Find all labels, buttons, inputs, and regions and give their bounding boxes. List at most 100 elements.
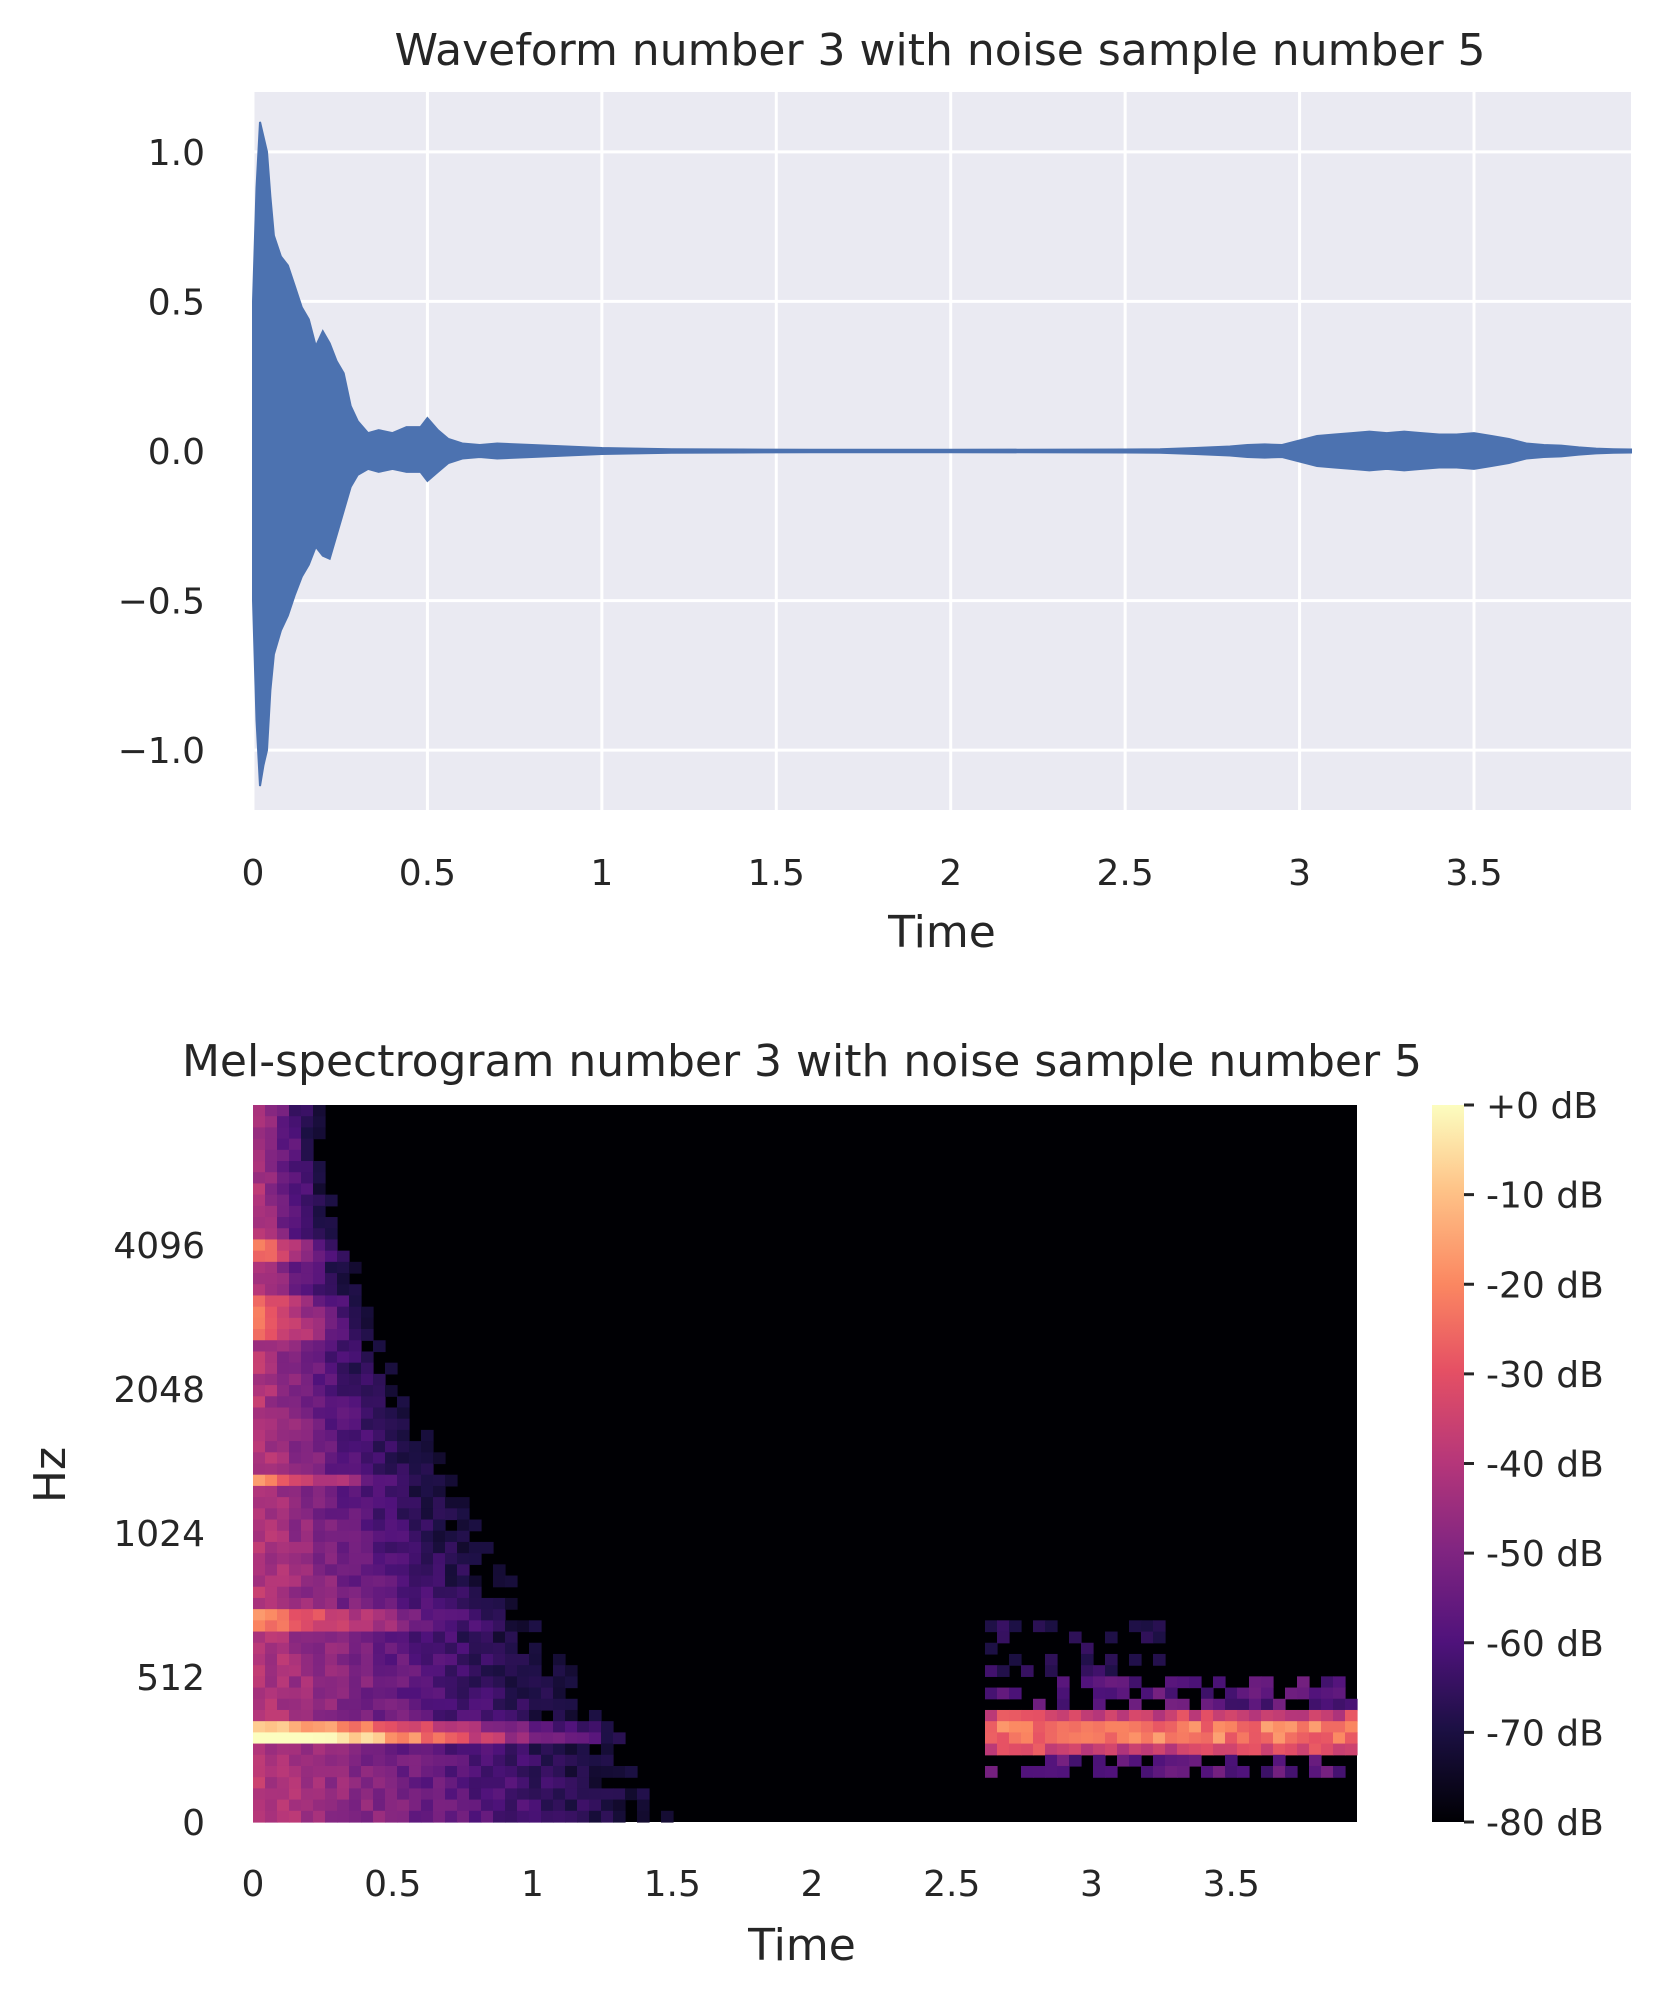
- spectrogram-cell: [301, 1653, 314, 1666]
- spectrogram-cell: [277, 1116, 290, 1128]
- spectrogram-cell: [1201, 1709, 1214, 1722]
- spectrogram-cell: [1249, 1732, 1262, 1745]
- spectrogram-cell: [301, 1631, 314, 1644]
- spectrogram-cell: [277, 1127, 290, 1140]
- spectrogram-cell: [289, 1429, 302, 1442]
- spectrogram-cell: [289, 1205, 302, 1218]
- spectrogram-cell: [1141, 1732, 1154, 1745]
- spectrogram-cell: [421, 1676, 434, 1689]
- spectrogram-cell: [409, 1508, 422, 1521]
- spectrogram-cell: [301, 1732, 314, 1745]
- spectrogram-cell: [469, 1788, 482, 1801]
- spectrogram-cell: [601, 1721, 614, 1733]
- spectrogram-cell: [289, 1497, 302, 1509]
- spectrogram-cell: [289, 1250, 302, 1263]
- spectrogram-cell: [1069, 1709, 1082, 1722]
- spectrogram-cell: [1009, 1709, 1022, 1722]
- spectrogram-cell: [1009, 1653, 1022, 1666]
- spectrogram-cell: [433, 1698, 446, 1711]
- spectrogram-cell: [589, 1754, 602, 1767]
- spectrogram-cell: [373, 1642, 386, 1655]
- spectrogram-cell: [553, 1698, 566, 1711]
- spectrogram-cell: [337, 1799, 350, 1812]
- spectrogram-cell: [1021, 1765, 1034, 1778]
- spectrogram-cell: [325, 1317, 338, 1330]
- spectrogram-cell: [385, 1530, 398, 1543]
- spectrogram-cell: [565, 1676, 578, 1689]
- spectrogram-cell: [565, 1709, 578, 1722]
- spectrogram-cell: [265, 1373, 278, 1386]
- spectrogram-cell: [277, 1564, 290, 1577]
- spectrogram-cell: [565, 1810, 578, 1823]
- spectrogram-cell: [373, 1373, 386, 1386]
- spectrogram-cell: [373, 1385, 386, 1397]
- spectrogram-cell: [385, 1765, 398, 1778]
- spectrogram-cell: [421, 1788, 434, 1801]
- spectrogram-cell: [421, 1609, 434, 1621]
- spectrogram-cell: [1141, 1709, 1154, 1722]
- spectrogram-cell: [481, 1687, 494, 1700]
- spectrogram-cell: [325, 1497, 338, 1509]
- spectrogram-cell: [1237, 1687, 1250, 1700]
- spectrogram-cell: [541, 1788, 554, 1801]
- spectrogram-cell: [397, 1631, 410, 1644]
- spectrogram-cell: [397, 1508, 410, 1521]
- spectrogram-cell: [409, 1553, 422, 1565]
- spectrogram-cell: [469, 1631, 482, 1644]
- spectrogram-cell: [517, 1799, 530, 1812]
- spectrogram-cell: [313, 1161, 326, 1173]
- spectrogram-cell: [325, 1228, 338, 1241]
- spectrogram-cell: [1165, 1687, 1178, 1700]
- spectrogram-cell: [361, 1452, 374, 1465]
- spectrogram-cell: [253, 1138, 266, 1151]
- spectrogram-cell: [1165, 1754, 1178, 1767]
- spectrogram-cell: [1129, 1676, 1142, 1689]
- spectrogram-cell: [361, 1575, 374, 1588]
- spectrogram-cell: [1153, 1721, 1166, 1733]
- spectrogram-cell: [1045, 1754, 1058, 1767]
- spectrogram-cell: [577, 1765, 590, 1778]
- spectrogram-cell: [577, 1754, 590, 1767]
- spectrogram-cell: [277, 1138, 290, 1151]
- spectrogram-cell: [301, 1295, 314, 1308]
- spectrogram-cell: [1261, 1687, 1274, 1700]
- spectrogram-cell: [517, 1777, 530, 1789]
- spectrogram-cell: [325, 1340, 338, 1353]
- spectrogram-cell: [409, 1631, 422, 1644]
- spectrogram-cell: [313, 1765, 326, 1778]
- spectrogram-cell: [253, 1721, 266, 1733]
- spectrogram-cell: [361, 1609, 374, 1621]
- spectrogram-cell: [985, 1721, 998, 1733]
- spectrogram-cell: [265, 1743, 278, 1756]
- spectrogram-cell: [253, 1642, 266, 1655]
- spectrogram-cell: [421, 1665, 434, 1677]
- spectrogram-cell: [1321, 1709, 1334, 1722]
- spectrogram-cell: [541, 1676, 554, 1689]
- spectrogram-cell: [409, 1665, 422, 1677]
- spectrogram-cell: [301, 1586, 314, 1599]
- spectrogram-cell: [433, 1620, 446, 1633]
- spectrogram-cell: [1201, 1743, 1214, 1756]
- spectrogram-cell: [361, 1497, 374, 1509]
- spectrogram-cell: [301, 1485, 314, 1498]
- spectrogram-cell: [1069, 1754, 1082, 1767]
- spectrogram-cell: [277, 1665, 290, 1677]
- spectrogram-cell: [349, 1788, 362, 1801]
- spectrogram-cell: [325, 1250, 338, 1263]
- spectrogram-cell: [1045, 1732, 1058, 1745]
- spectrogram-cell: [397, 1721, 410, 1733]
- spectrogram-cell: [409, 1653, 422, 1666]
- spectrogram-cell: [373, 1788, 386, 1801]
- spectrogram-cell: [337, 1485, 350, 1498]
- spectrogram-cell: [265, 1553, 278, 1565]
- spectrogram-cell: [985, 1709, 998, 1722]
- spectrogram-cell: [397, 1810, 410, 1823]
- spectrogram-cell: [1165, 1765, 1178, 1778]
- spectrogram-cell: [409, 1620, 422, 1633]
- spectrogram-cell: [409, 1575, 422, 1588]
- spectrogram-cell: [577, 1788, 590, 1801]
- spectrogram-cell: [265, 1418, 278, 1431]
- spectrogram-cell: [505, 1653, 518, 1666]
- spectrogram-cell: [433, 1530, 446, 1543]
- spectrogram-cell: [265, 1597, 278, 1610]
